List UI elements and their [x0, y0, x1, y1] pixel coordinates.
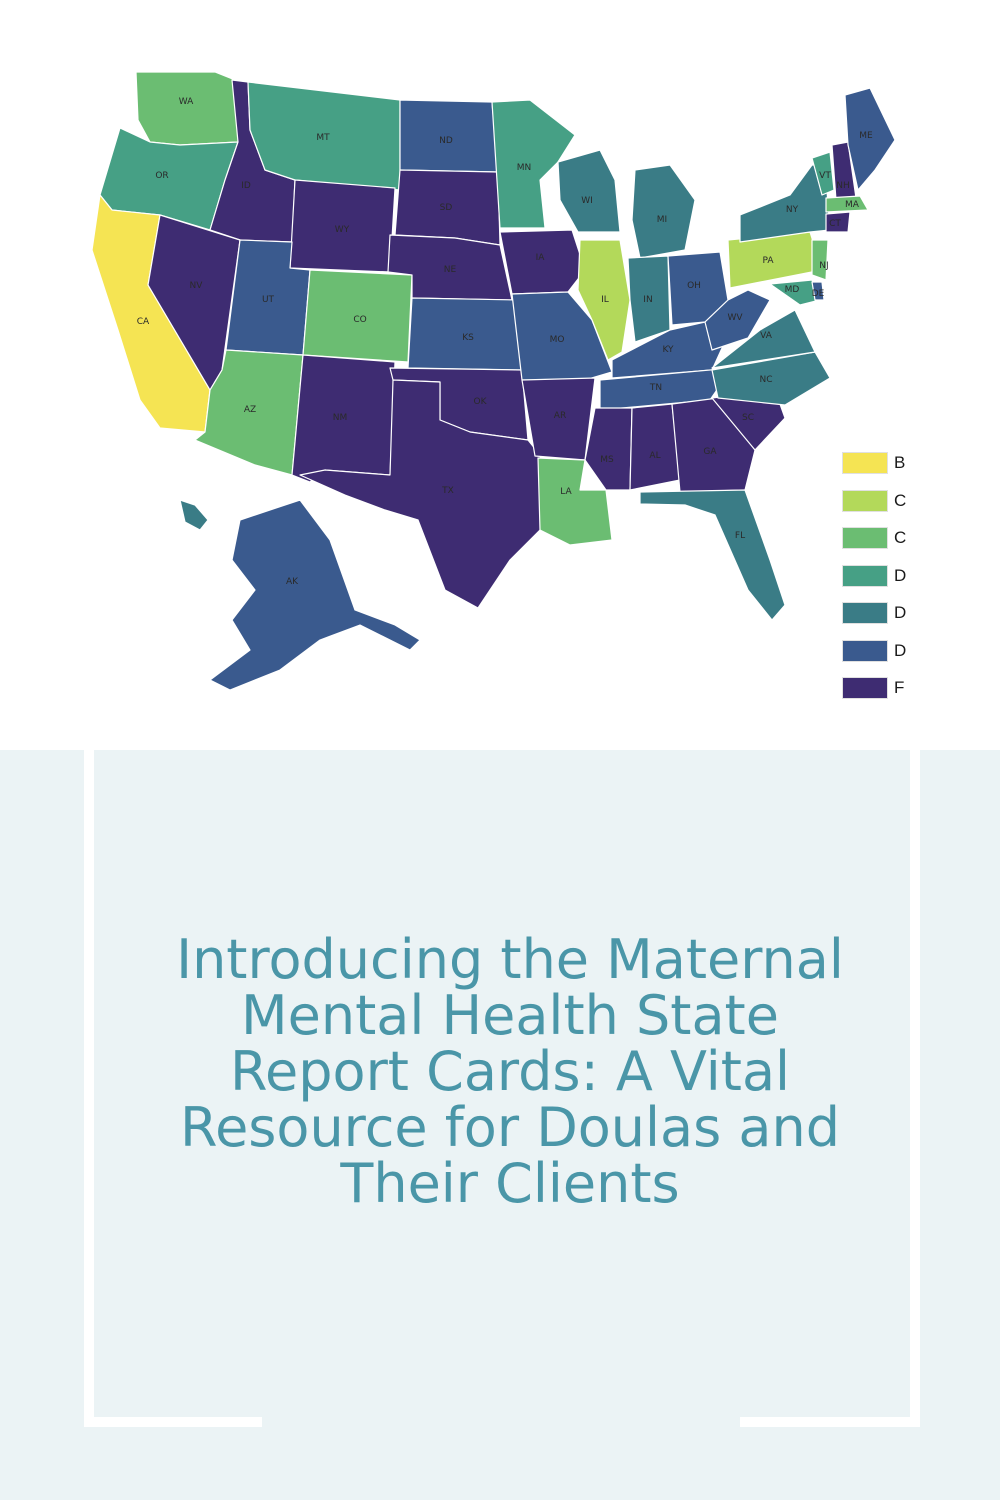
- legend-label: D: [894, 640, 907, 660]
- svg-text:AR: AR: [554, 411, 566, 421]
- us-states-map: WA OR CA ID NV MT WY UT AZ CO NM ND SD N…: [91, 71, 896, 691]
- legend-item: C: [842, 527, 992, 565]
- svg-text:OR: OR: [155, 171, 168, 181]
- state-HI: [179, 499, 209, 531]
- svg-text:PA: PA: [762, 256, 774, 266]
- svg-text:ME: ME: [859, 131, 873, 141]
- svg-text:FL: FL: [735, 531, 745, 541]
- grade-legend: B C C D D D F: [842, 452, 992, 715]
- svg-text:WV: WV: [727, 313, 743, 323]
- svg-text:UT: UT: [262, 295, 275, 305]
- state-ME: [844, 87, 896, 191]
- title-panel: Introducing the Maternal Mental Health S…: [0, 750, 1000, 1500]
- svg-text:WA: WA: [179, 97, 194, 107]
- svg-text:MN: MN: [517, 163, 532, 173]
- state-AK: [209, 499, 421, 691]
- svg-text:WY: WY: [335, 225, 350, 235]
- state-CT: [825, 211, 851, 233]
- svg-text:KS: KS: [462, 333, 474, 343]
- svg-text:WI: WI: [581, 196, 593, 206]
- svg-text:KY: KY: [662, 345, 674, 355]
- svg-text:MO: MO: [550, 335, 565, 345]
- svg-text:VT: VT: [819, 171, 831, 181]
- legend-item: B: [842, 452, 992, 490]
- legend-item: D: [842, 639, 992, 678]
- legend-label: C: [894, 490, 907, 510]
- svg-text:CA: CA: [137, 317, 150, 327]
- state-FL: [639, 489, 786, 621]
- svg-text:AK: AK: [286, 577, 299, 587]
- svg-text:TN: TN: [649, 383, 662, 393]
- svg-text:MA: MA: [845, 200, 860, 210]
- legend-item: C: [842, 489, 992, 528]
- us-report-card-map: WA OR CA ID NV MT WY UT AZ CO NM ND SD N…: [91, 71, 992, 715]
- state-VA: [711, 309, 816, 369]
- svg-text:MT: MT: [316, 133, 330, 143]
- legend-label: D: [894, 603, 907, 622]
- svg-text:IA: IA: [536, 253, 546, 263]
- state-WV: [704, 289, 771, 351]
- state-TX: [299, 379, 546, 609]
- legend-swatch: [842, 564, 888, 587]
- svg-text:OH: OH: [687, 281, 701, 291]
- state-IN: [627, 255, 671, 343]
- state-MN: [491, 99, 576, 229]
- svg-text:MS: MS: [600, 455, 614, 465]
- svg-text:CT: CT: [829, 219, 841, 229]
- state-MS: [584, 407, 633, 491]
- svg-text:GA: GA: [703, 447, 717, 457]
- svg-text:ID: ID: [241, 181, 251, 191]
- svg-text:NE: NE: [444, 265, 457, 275]
- legend-swatch: [842, 452, 888, 474]
- svg-text:SC: SC: [742, 413, 754, 423]
- legend-item: D: [842, 564, 992, 603]
- page-title: Introducing the Maternal Mental Health S…: [176, 928, 844, 1215]
- svg-text:NC: NC: [759, 375, 772, 385]
- svg-text:NM: NM: [333, 413, 348, 423]
- svg-text:SD: SD: [440, 203, 453, 213]
- legend-swatch: [842, 602, 888, 624]
- legend-label: B: [894, 453, 906, 472]
- svg-text:IN: IN: [643, 295, 652, 305]
- state-MI: [631, 164, 696, 259]
- svg-text:MI: MI: [657, 215, 667, 225]
- svg-text:DE: DE: [812, 289, 825, 299]
- state-WI: [557, 149, 621, 233]
- svg-text:MD: MD: [785, 285, 800, 295]
- svg-text:NH: NH: [836, 181, 850, 191]
- legend-label: D: [894, 565, 907, 585]
- legend-item: D: [842, 602, 992, 640]
- frame-corner-left: [84, 1417, 262, 1427]
- frame-corner-right: [740, 1417, 920, 1427]
- svg-text:NJ: NJ: [819, 261, 828, 271]
- svg-text:AL: AL: [649, 451, 660, 461]
- state-VT: [811, 151, 835, 196]
- state-LA: [537, 457, 613, 546]
- state-MA: [825, 195, 869, 213]
- decorative-frame: [84, 750, 920, 1427]
- state-NJ: [811, 239, 829, 281]
- state-AL: [629, 403, 681, 491]
- state-IA: [499, 229, 586, 295]
- svg-text:NY: NY: [786, 205, 799, 215]
- legend-swatch: [842, 489, 888, 512]
- legend-swatch: [842, 677, 888, 699]
- legend-swatch: [842, 527, 888, 549]
- svg-text:ND: ND: [439, 136, 453, 146]
- state-WA: [135, 71, 246, 146]
- state-DE: [811, 281, 825, 301]
- svg-text:OK: OK: [474, 397, 488, 407]
- svg-text:VA: VA: [760, 331, 773, 341]
- svg-text:LA: LA: [560, 487, 572, 497]
- svg-text:CO: CO: [353, 315, 366, 325]
- legend-label: C: [894, 528, 907, 547]
- state-IL: [577, 239, 631, 361]
- legend-swatch: [842, 639, 888, 662]
- legend-label: F: [894, 678, 905, 697]
- svg-text:NV: NV: [190, 281, 204, 291]
- legend-item: F: [842, 677, 992, 715]
- svg-text:AZ: AZ: [244, 405, 256, 415]
- svg-text:IL: IL: [601, 295, 609, 305]
- svg-text:TX: TX: [441, 486, 454, 496]
